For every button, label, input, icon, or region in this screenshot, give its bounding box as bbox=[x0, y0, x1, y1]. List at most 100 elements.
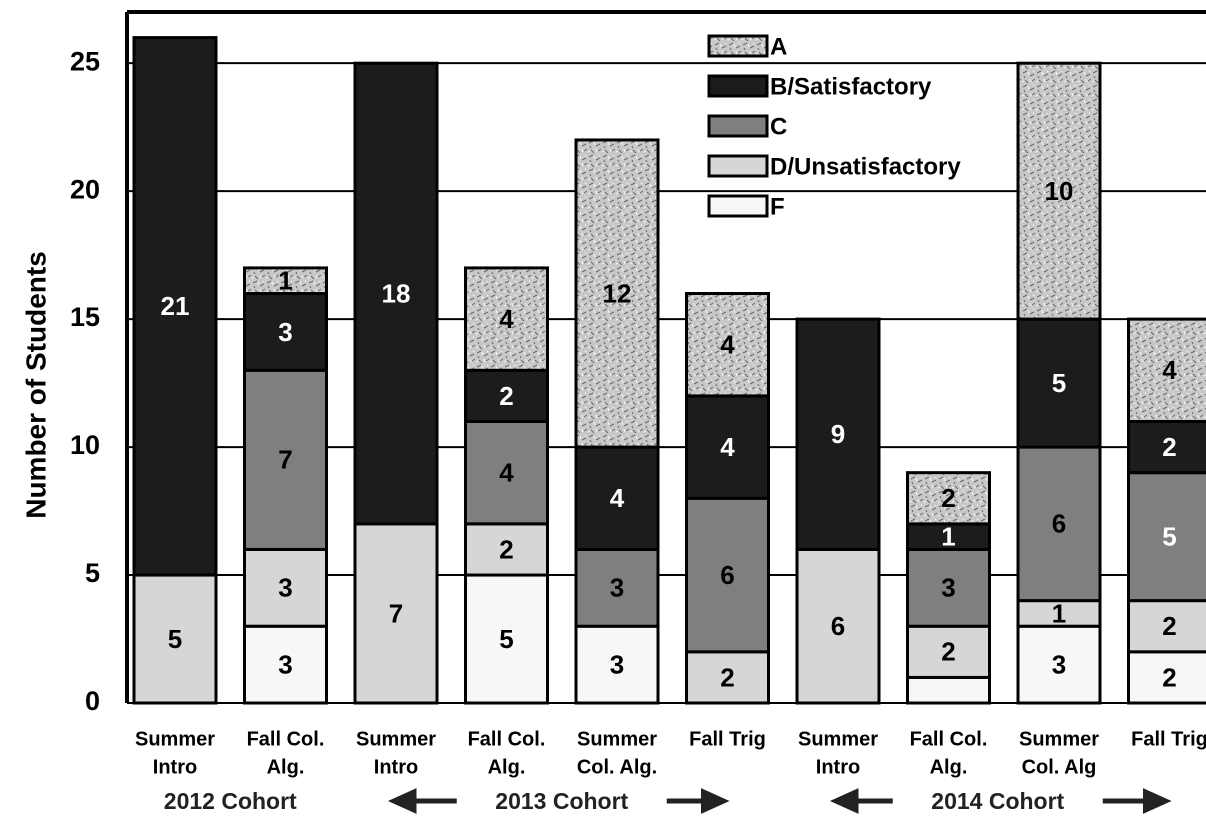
value-label: 5 bbox=[1162, 522, 1176, 552]
value-label: 2 bbox=[1162, 662, 1176, 692]
value-label: 2 bbox=[941, 483, 955, 513]
x-tick-label: Alg. bbox=[488, 756, 526, 778]
y-tick-label: 15 bbox=[70, 302, 100, 332]
value-label: 3 bbox=[1052, 649, 1066, 679]
value-label: 7 bbox=[278, 445, 292, 475]
y-tick-label: 20 bbox=[70, 174, 100, 204]
group-arrow bbox=[1102, 788, 1172, 814]
x-tick-label: Fall Trig bbox=[689, 728, 766, 750]
value-label: 4 bbox=[1162, 355, 1177, 385]
x-tick-label: Summer bbox=[798, 728, 878, 750]
bar-segment bbox=[132, 36, 218, 577]
group-arrow bbox=[387, 788, 457, 814]
bar-segment bbox=[464, 522, 549, 577]
y-tick-label: 5 bbox=[85, 558, 100, 588]
bar-segment bbox=[685, 292, 770, 398]
legend-label: A bbox=[770, 33, 787, 60]
bar-segment bbox=[464, 573, 549, 705]
bar-segment bbox=[1127, 419, 1206, 475]
value-label: 6 bbox=[831, 611, 845, 641]
value-label: 4 bbox=[499, 458, 514, 488]
value-label: 3 bbox=[941, 573, 955, 603]
value-label: 5 bbox=[168, 624, 182, 654]
value-label: 3 bbox=[610, 649, 624, 679]
legend-swatch bbox=[707, 114, 769, 138]
x-tick-label: Col. Alg. bbox=[577, 756, 657, 778]
value-label: 10 bbox=[1045, 176, 1074, 206]
value-label: 2 bbox=[1162, 432, 1176, 462]
value-label: 6 bbox=[720, 560, 734, 590]
value-label: 7 bbox=[389, 598, 403, 628]
bar-segment bbox=[464, 266, 549, 372]
bar-segment bbox=[906, 675, 991, 705]
bar-segment bbox=[795, 317, 881, 551]
x-tick-label: Col. Alg bbox=[1022, 756, 1097, 778]
x-tick-label: Fall Col. bbox=[910, 728, 988, 750]
value-label: 3 bbox=[610, 573, 624, 603]
value-label: 9 bbox=[831, 419, 845, 449]
bar-segment bbox=[906, 547, 991, 628]
y-tick-label: 0 bbox=[85, 686, 100, 716]
value-label: 12 bbox=[603, 278, 632, 308]
legend-label: F bbox=[770, 193, 785, 220]
legend-swatch bbox=[707, 34, 769, 58]
x-tick-label: Fall Col. bbox=[247, 728, 325, 750]
legend-label: B/Satisfactory bbox=[770, 73, 932, 100]
value-label: 2 bbox=[1162, 611, 1176, 641]
value-label: 21 bbox=[161, 291, 190, 321]
bar-segment bbox=[243, 266, 328, 296]
x-tick-label: Summer bbox=[577, 728, 657, 750]
x-tick-label: Alg. bbox=[267, 756, 305, 778]
legend-swatch bbox=[707, 74, 769, 98]
value-label: 6 bbox=[1052, 509, 1066, 539]
bar-segment bbox=[574, 138, 660, 449]
value-label: 3 bbox=[278, 573, 292, 603]
x-tick-label: Alg. bbox=[930, 756, 968, 778]
value-label: 1 bbox=[1052, 598, 1066, 628]
y-axis-label: Number of Students bbox=[20, 251, 51, 519]
bar-segment bbox=[132, 573, 218, 705]
x-tick-label: Summer bbox=[1019, 728, 1099, 750]
x-tick-label: Fall Col. bbox=[468, 728, 546, 750]
bar-segment bbox=[243, 624, 328, 705]
bar-segment bbox=[464, 419, 549, 526]
group-arrow bbox=[666, 788, 730, 814]
bar-segment bbox=[906, 471, 991, 526]
value-label: 3 bbox=[278, 317, 292, 347]
x-tick-label: Intro bbox=[816, 756, 860, 778]
value-label: 18 bbox=[382, 278, 411, 308]
value-label: 5 bbox=[499, 624, 513, 654]
x-tick-label: Fall Trig bbox=[1131, 728, 1206, 750]
value-label: 4 bbox=[720, 330, 735, 360]
value-label: 1 bbox=[941, 522, 955, 552]
legend-label: C bbox=[770, 113, 787, 140]
x-tick-label: Summer bbox=[135, 728, 215, 750]
legend-swatch bbox=[707, 194, 769, 218]
x-tick-label: Summer bbox=[356, 728, 436, 750]
bar-segment bbox=[353, 61, 439, 526]
bar-segment bbox=[685, 394, 770, 500]
bar-segment bbox=[1127, 317, 1206, 423]
x-tick-label: Intro bbox=[374, 756, 418, 778]
bar-segment bbox=[1016, 624, 1102, 705]
y-tick-label: 25 bbox=[70, 46, 100, 76]
bar-segment bbox=[353, 522, 439, 705]
group-label: 2014 Cohort bbox=[931, 788, 1064, 814]
y-tick-label: 10 bbox=[70, 430, 100, 460]
value-label: 4 bbox=[610, 483, 625, 513]
bar-segment bbox=[685, 496, 770, 654]
bar-segment bbox=[795, 547, 881, 705]
value-label: 2 bbox=[499, 381, 513, 411]
group-label: 2013 Cohort bbox=[495, 788, 628, 814]
value-label: 5 bbox=[1052, 368, 1066, 398]
value-label: 2 bbox=[499, 534, 513, 564]
bar-segment bbox=[906, 522, 991, 551]
x-tick-label: Intro bbox=[153, 756, 197, 778]
value-label: 3 bbox=[278, 649, 292, 679]
value-label: 4 bbox=[720, 432, 735, 462]
bar-segment bbox=[243, 368, 328, 551]
bar-segment bbox=[1127, 471, 1206, 603]
value-label: 4 bbox=[499, 304, 514, 334]
bar-segment bbox=[574, 445, 660, 551]
